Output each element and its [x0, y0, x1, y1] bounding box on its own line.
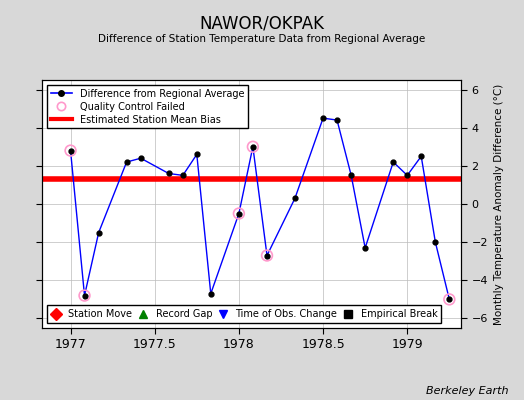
Point — [235, 210, 243, 217]
Text: Difference of Station Temperature Data from Regional Average: Difference of Station Temperature Data f… — [99, 34, 425, 44]
Y-axis label: Monthly Temperature Anomaly Difference (°C): Monthly Temperature Anomaly Difference (… — [494, 83, 504, 325]
Text: Berkeley Earth: Berkeley Earth — [426, 386, 508, 396]
Text: NAWOR/OKPAK: NAWOR/OKPAK — [200, 14, 324, 32]
Legend: Station Move, Record Gap, Time of Obs. Change, Empirical Break: Station Move, Record Gap, Time of Obs. C… — [47, 305, 441, 323]
Point — [67, 147, 75, 154]
Point — [249, 144, 257, 150]
Point — [80, 292, 89, 299]
Point — [445, 296, 454, 302]
Point — [263, 252, 271, 259]
